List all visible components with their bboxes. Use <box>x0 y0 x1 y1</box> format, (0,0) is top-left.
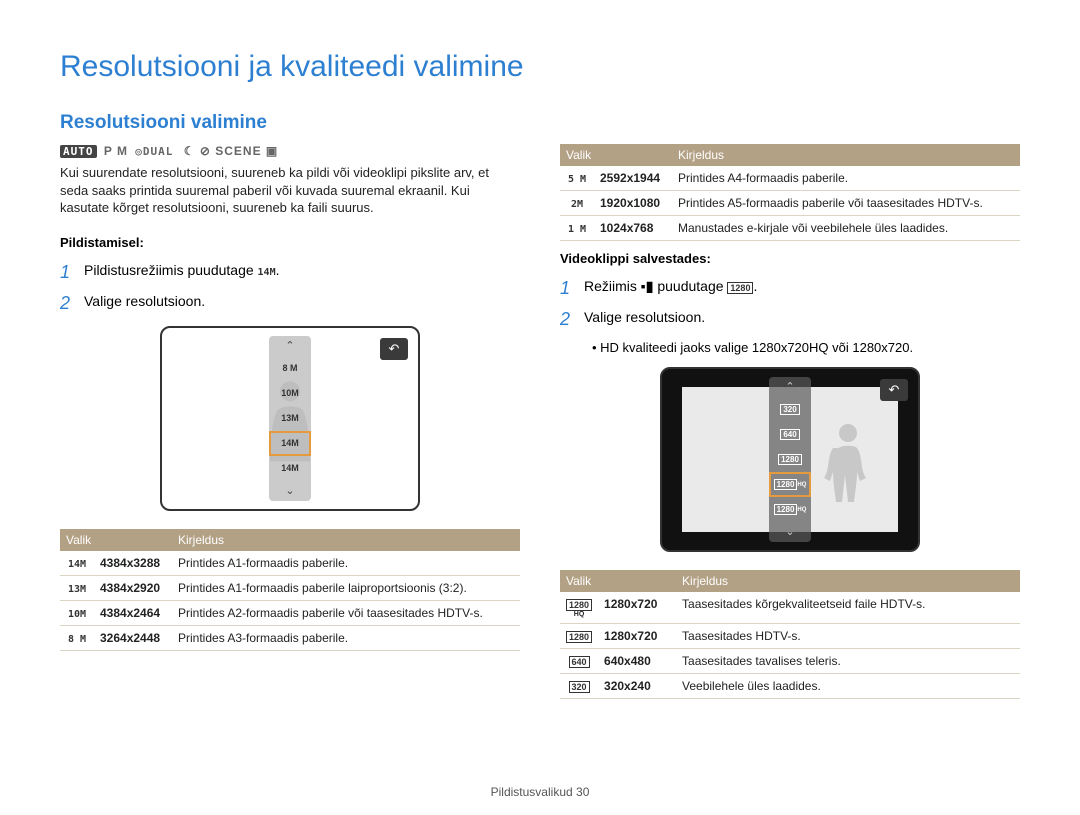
step-1: 1 Režiimis ▪▮ puudutage 1280. <box>560 278 1020 299</box>
menu-item[interactable]: 13M <box>269 406 311 431</box>
camera-preview-photo: ⌃ 8 M10M13M14M14M ⌄ ↶ <box>160 326 420 511</box>
chevron-down-icon[interactable]: ⌄ <box>269 481 311 501</box>
back-button[interactable]: ↶ <box>880 379 908 401</box>
camera-preview-video: ⌃ 32064012801280HQ1280HQ ⌄ ↶ <box>660 367 920 552</box>
step-2: 2 Valige resolutsioon. <box>60 293 520 314</box>
menu-item[interactable]: 1280 <box>769 447 811 472</box>
menu-item[interactable]: 1280HQ <box>769 472 811 497</box>
chevron-down-icon[interactable]: ⌄ <box>769 522 811 542</box>
section-subtitle: Resolutsiooni valimine <box>60 112 1020 134</box>
menu-item[interactable]: 14M <box>269 431 311 456</box>
photo-resolution-table-2: Valik Kirjeldus 5 M2592x1944Printides A4… <box>560 144 1020 241</box>
step-number: 1 <box>60 262 76 283</box>
video-resolution-table: Valik Kirjeldus 1280HQ1280x720Taasesitad… <box>560 570 1020 699</box>
menu-item[interactable]: 1280HQ <box>769 497 811 522</box>
step-number: 1 <box>560 278 576 299</box>
menu-item[interactable]: 320 <box>769 397 811 422</box>
menu-item[interactable]: 14M <box>269 456 311 481</box>
menu-item[interactable]: 10M <box>269 381 311 406</box>
step-number: 2 <box>60 293 76 314</box>
left-column: AUTO P M ◎DUAL ☾ ⊘ SCENE ▣ Kui suurendat… <box>60 144 520 709</box>
mode-bar: AUTO P M ◎DUAL ☾ ⊘ SCENE ▣ <box>60 144 520 158</box>
step-number: 2 <box>560 309 576 330</box>
menu-item[interactable]: 640 <box>769 422 811 447</box>
silhouette-icon <box>818 415 878 505</box>
table-row: 10M4384x2464Printides A2-formaadis paber… <box>60 600 520 625</box>
table-row: 5 M2592x1944Printides A4-formaadis paber… <box>560 166 1020 191</box>
resolution-menu[interactable]: ⌃ 8 M10M13M14M14M ⌄ <box>269 336 311 501</box>
subsection-heading: Videoklippi salvestades: <box>560 251 1020 266</box>
table-row: 2M1920x1080Printides A5-formaadis paberi… <box>560 191 1020 216</box>
chevron-up-icon[interactable]: ⌃ <box>769 377 811 397</box>
back-button[interactable]: ↶ <box>380 338 408 360</box>
table-row: 14M4384x3288Printides A1-formaadis paber… <box>60 551 520 576</box>
table-row: 1 M1024x768Manustades e-kirjale või veeb… <box>560 216 1020 241</box>
photo-resolution-table: Valik Kirjeldus 14M4384x3288Printides A1… <box>60 529 520 651</box>
page-title: Resolutsiooni ja kvaliteedi valimine <box>60 50 1020 84</box>
chevron-up-icon[interactable]: ⌃ <box>269 336 311 356</box>
th-desc: Kirjeldus <box>672 144 1020 166</box>
step-1: 1 Pildistusrežiimis puudutage 14M. <box>60 262 520 283</box>
table-row: 12801280x720Taasesitades HDTV-s. <box>560 624 1020 649</box>
table-row: 640640x480Taasesitades tavalises teleris… <box>560 649 1020 674</box>
menu-item[interactable]: 8 M <box>269 356 311 381</box>
table-row: 13M4384x2920Printides A1-formaadis paber… <box>60 575 520 600</box>
th-option: Valik <box>60 529 172 551</box>
table-row: 1280HQ1280x720Taasesitades kõrgekvalitee… <box>560 592 1020 624</box>
th-option: Valik <box>560 144 672 166</box>
table-row: 8 M3264x2448Printides A3-formaadis paber… <box>60 625 520 650</box>
resolution-menu[interactable]: ⌃ 32064012801280HQ1280HQ ⌄ <box>769 377 811 542</box>
page-footer: Pildistusvalikud 30 <box>0 785 1080 799</box>
th-desc: Kirjeldus <box>676 570 1020 592</box>
th-desc: Kirjeldus <box>172 529 520 551</box>
note-bullet: HD kvaliteedi jaoks valige 1280x720HQ võ… <box>592 340 1020 355</box>
intro-text: Kui suurendate resolutsiooni, suureneb k… <box>60 164 520 217</box>
right-column: Valik Kirjeldus 5 M2592x1944Printides A4… <box>560 144 1020 709</box>
subsection-heading: Pildistamisel: <box>60 235 520 250</box>
step-2: 2 Valige resolutsioon. <box>560 309 1020 330</box>
th-option: Valik <box>560 570 676 592</box>
table-row: 320320x240Veebilehele üles laadides. <box>560 674 1020 699</box>
